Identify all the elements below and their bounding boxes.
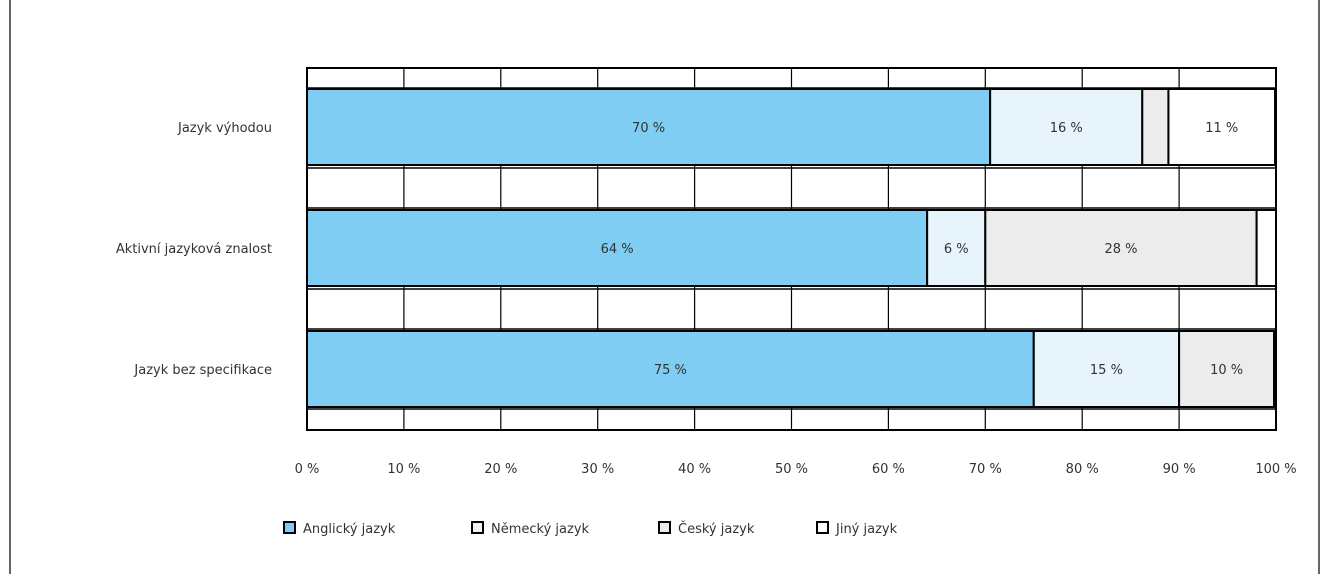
bar-segment-2-0 bbox=[306, 330, 1035, 408]
legend-label-3: Jiný jazyk bbox=[835, 522, 898, 537]
x-tick-label-60: 60 % bbox=[872, 462, 905, 477]
bar-segment-0-1 bbox=[989, 88, 1144, 166]
x-tick-label-70: 70 % bbox=[969, 462, 1002, 477]
x-axis-tick-labels: 0 % 10 % 20 % 30 % 40 % 50 % 60 % 70 % 80 % 90 % 1… bbox=[295, 462, 1297, 477]
legend-label-0: Anglický jazyk bbox=[303, 522, 396, 537]
data-label-1-1: 6 % bbox=[944, 242, 969, 257]
data-label-2-2: 10 % bbox=[1210, 363, 1243, 378]
x-tick-label-0: 0 % bbox=[295, 462, 320, 477]
data-label-0-1: 16 % bbox=[1050, 121, 1083, 136]
legend-swatch-0 bbox=[283, 521, 296, 534]
category-labels: Jazyk výhodou Aktivní jazyková znalost Jaz… bbox=[116, 121, 272, 378]
category-label-1: Aktivní jazyková znalost bbox=[116, 242, 272, 257]
data-label-2-0: 75 % bbox=[654, 363, 687, 378]
data-label-1-2: 28 % bbox=[1104, 242, 1137, 257]
bar-segment-2-2 bbox=[1178, 330, 1276, 408]
legend-swatch-1 bbox=[471, 521, 484, 534]
legend-label-2: Český jazyk bbox=[678, 521, 755, 537]
x-tick-label-80: 80 % bbox=[1066, 462, 1099, 477]
category-label-2: Jazyk bez specifikace bbox=[133, 363, 272, 378]
bar-segment-1-2 bbox=[984, 209, 1258, 287]
legend: Anglický jazyk Německý jazyk Český jazyk Ji… bbox=[283, 521, 898, 537]
data-label-0-0: 70 % bbox=[632, 121, 665, 136]
chart-border bbox=[9, 0, 1320, 574]
x-tick-label-100: 100 % bbox=[1255, 462, 1296, 477]
x-tick-label-20: 20 % bbox=[484, 462, 517, 477]
x-tick-label-90: 90 % bbox=[1163, 462, 1196, 477]
legend-swatch-3 bbox=[816, 521, 829, 534]
bar-segment-1-3 bbox=[1255, 209, 1277, 287]
x-tick-label-30: 30 % bbox=[581, 462, 614, 477]
legend-label-1: Německý jazyk bbox=[491, 522, 590, 537]
bar-segment-0-3 bbox=[1167, 88, 1277, 166]
data-label-0-3: 11 % bbox=[1205, 121, 1238, 136]
legend-swatch-2 bbox=[658, 521, 671, 534]
bars: 70 % 16 % 11 % 64 % 6 % 28 % 75 % 15 % 10 % bbox=[306, 67, 1278, 431]
plot-border bbox=[306, 67, 1277, 431]
bar-segment-2-1 bbox=[1032, 330, 1181, 408]
bar-segment-0-2 bbox=[1141, 88, 1170, 166]
x-tick-label-50: 50 % bbox=[775, 462, 808, 477]
data-label-2-1: 15 % bbox=[1090, 363, 1123, 378]
x-tick-label-40: 40 % bbox=[678, 462, 711, 477]
category-label-0: Jazyk výhodou bbox=[177, 121, 272, 136]
x-tick-label-10: 10 % bbox=[387, 462, 420, 477]
data-label-1-0: 64 % bbox=[601, 242, 634, 257]
bar-segment-1-0 bbox=[306, 209, 929, 287]
